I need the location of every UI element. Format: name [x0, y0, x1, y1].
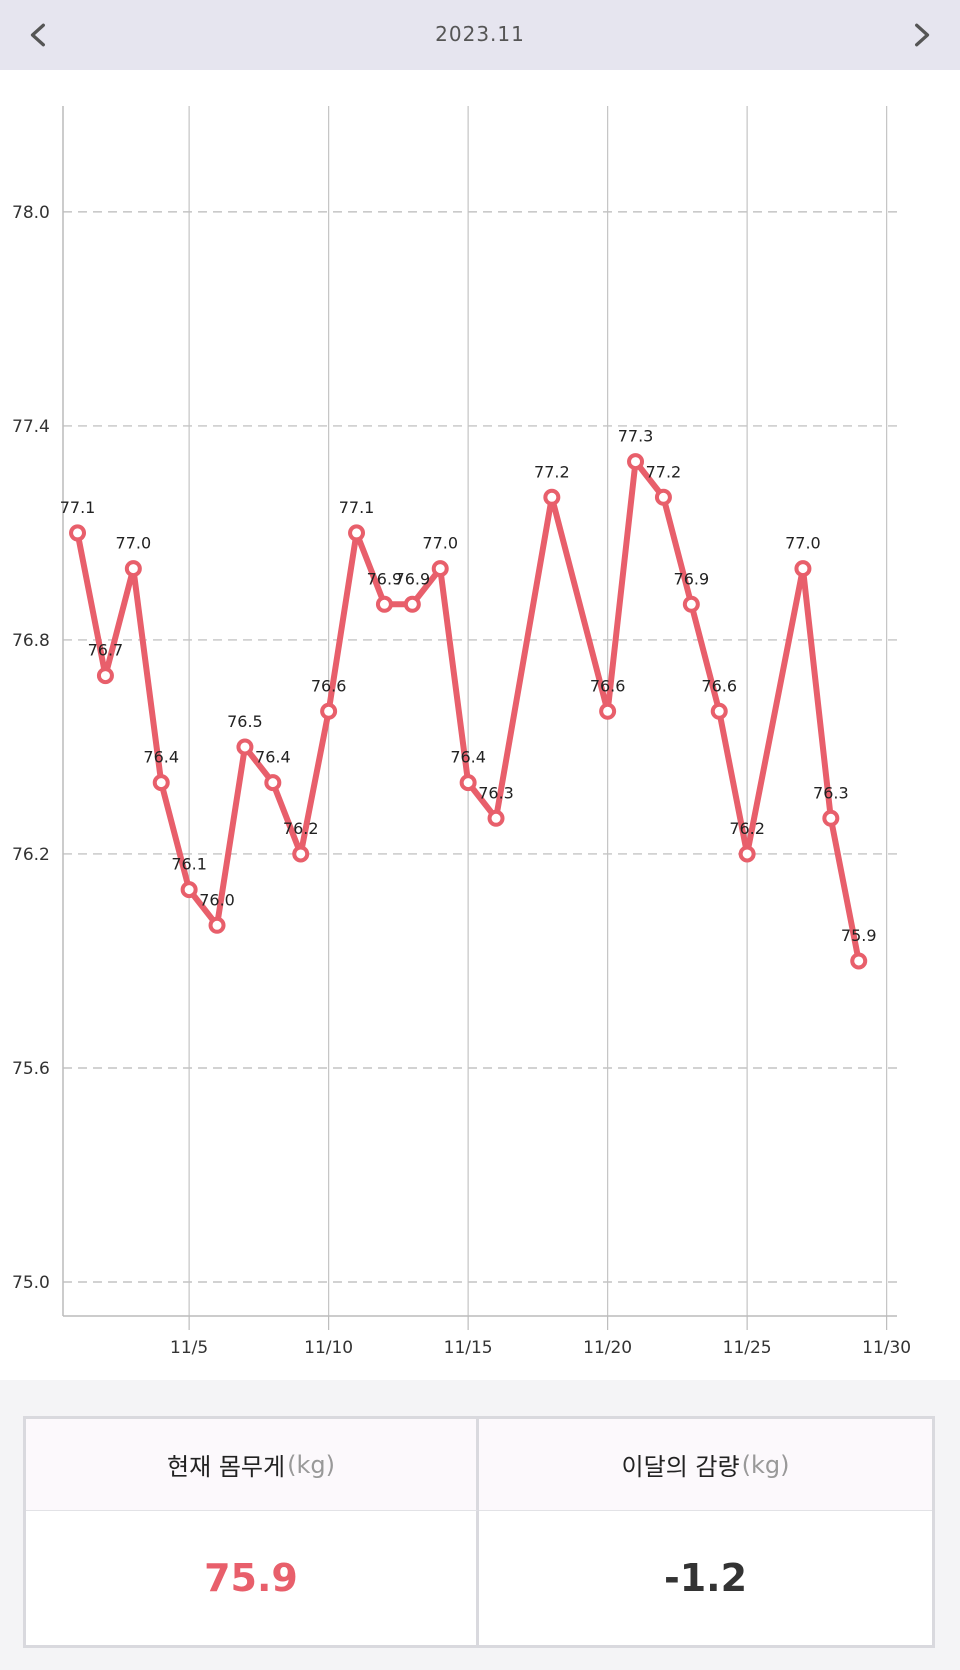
data-label: 76.9 — [395, 569, 431, 588]
weight-line-chart: 75.0 75.6 76.2 76.8 77.4 78.0 11/5 11/10 11/15 11… — [12, 106, 911, 1358]
data-label: 77.2 — [534, 462, 570, 481]
data-point — [599, 702, 617, 720]
x-tick-label: 11/15 — [444, 1338, 493, 1358]
weight-chart-area: 75.0 75.6 76.2 76.8 77.4 78.0 11/5 11/10 11/15 11… — [0, 70, 960, 1380]
y-tick-label: 77.4 — [12, 417, 50, 437]
data-label: 77.2 — [646, 462, 682, 481]
month-title: 2023.11 — [435, 22, 525, 46]
data-label: 76.3 — [813, 783, 849, 802]
data-label: 76.0 — [199, 890, 235, 909]
y-tick-label: 75.0 — [12, 1273, 50, 1293]
data-label: 76.4 — [255, 748, 291, 767]
monthly-change-value: -1.2 — [663, 1556, 748, 1600]
data-point — [794, 560, 812, 578]
data-point — [738, 845, 756, 863]
data-label: 77.3 — [618, 427, 654, 446]
data-label: 76.7 — [88, 641, 124, 660]
data-point — [654, 488, 672, 506]
data-label: 76.5 — [227, 712, 263, 731]
data-point — [627, 453, 645, 471]
data-point — [487, 809, 505, 827]
current-weight-value: 75.9 — [26, 1511, 479, 1645]
data-point — [96, 667, 114, 685]
data-label: 77.1 — [60, 498, 96, 517]
current-weight-unit: (kg) — [287, 1450, 335, 1479]
data-point — [682, 595, 700, 613]
data-point — [431, 560, 449, 578]
data-point — [236, 738, 254, 756]
data-label: 75.9 — [841, 926, 877, 945]
x-tick-label: 11/30 — [862, 1338, 911, 1358]
data-point — [124, 560, 142, 578]
data-point — [822, 809, 840, 827]
y-tick-label: 76.8 — [12, 631, 50, 651]
data-point — [320, 702, 338, 720]
previous-month-button[interactable] — [14, 10, 64, 60]
data-point — [403, 595, 421, 613]
data-label: 77.1 — [339, 498, 375, 517]
data-point — [208, 916, 226, 934]
y-tick-label: 78.0 — [12, 203, 50, 223]
current-weight-header: 현재 몸무게 (kg) — [26, 1419, 479, 1511]
data-point — [348, 524, 366, 542]
data-point — [152, 774, 170, 792]
x-tick-label: 11/25 — [723, 1338, 772, 1358]
data-label: 76.4 — [143, 748, 179, 767]
chevron-left-icon — [30, 23, 45, 47]
data-label: 77.0 — [422, 534, 458, 553]
monthly-change-unit: (kg) — [741, 1450, 790, 1479]
data-label: 76.6 — [701, 676, 737, 695]
y-tick-label: 75.6 — [12, 1059, 50, 1079]
data-point — [543, 488, 561, 506]
data-point — [69, 524, 87, 542]
data-label: 76.2 — [283, 819, 319, 838]
data-point — [375, 595, 393, 613]
x-tick-label: 11/10 — [304, 1338, 353, 1358]
data-point — [459, 774, 477, 792]
current-weight-label: 현재 몸무게 — [167, 1453, 286, 1481]
data-label: 76.3 — [478, 783, 514, 802]
data-label: 77.0 — [116, 534, 152, 553]
summary-table: 현재 몸무게 (kg) 이달의 감량 (kg) 75.9 -1.2 — [23, 1416, 935, 1648]
data-point — [180, 881, 198, 899]
data-label: 76.4 — [450, 748, 486, 767]
y-tick-label: 76.2 — [12, 845, 50, 865]
data-point — [710, 702, 728, 720]
month-header: 2023.11 — [0, 0, 960, 70]
data-point — [850, 952, 868, 970]
data-label: 76.9 — [367, 569, 403, 588]
data-point — [264, 774, 282, 792]
data-label: 76.1 — [171, 855, 207, 874]
monthly-change-header: 이달의 감량 (kg) — [479, 1419, 932, 1511]
data-label: 76.6 — [311, 676, 347, 695]
data-label: 76.6 — [590, 676, 626, 695]
data-point — [292, 845, 310, 863]
monthly-change-label: 이달의 감량 — [621, 1453, 740, 1481]
x-tick-label: 11/5 — [170, 1338, 208, 1358]
next-month-button[interactable] — [896, 10, 946, 60]
data-label: 77.0 — [785, 534, 821, 553]
data-label: 76.9 — [674, 569, 710, 588]
data-label: 76.2 — [729, 819, 765, 838]
chevron-right-icon — [915, 23, 930, 47]
x-tick-label: 11/20 — [583, 1338, 632, 1358]
